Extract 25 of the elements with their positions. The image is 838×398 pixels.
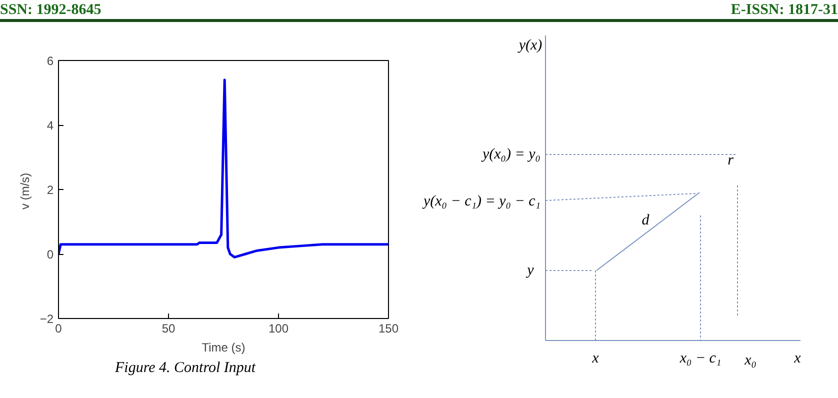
text: E-ISSN: 1817-31 xyxy=(730,1,838,20)
text: r xyxy=(728,152,734,168)
y-axis-title: v (m/s) xyxy=(18,172,32,210)
text: x₀ − c₁ xyxy=(678,350,722,366)
text: y(x₀ − c₁) = y₀ − c₁ xyxy=(421,194,541,210)
text: SSN: 1992-8645 xyxy=(0,1,102,20)
text: x xyxy=(591,350,600,366)
text: d xyxy=(642,212,650,228)
y-tick-label: −2 xyxy=(40,312,54,326)
text: y xyxy=(525,262,534,278)
y-tick-label: 2 xyxy=(46,183,54,197)
y-tick-label: 0 xyxy=(46,248,54,262)
x-tick-label: 150 xyxy=(378,322,399,336)
x-axis-title: Time (s) xyxy=(202,340,246,354)
line-series xyxy=(58,78,388,258)
text: y(x₀) = y₀ xyxy=(480,146,540,162)
x-tick-label: 0 xyxy=(55,322,62,336)
x-tick-label: 50 xyxy=(162,322,176,336)
text: y(x) xyxy=(516,38,542,54)
text: x xyxy=(793,350,802,366)
caption: Figure 4. Control Input xyxy=(114,359,256,378)
text: x₀ xyxy=(744,352,756,368)
y-tick-label: 6 xyxy=(46,54,54,68)
y-tick-label: 4 xyxy=(46,118,54,132)
x-tick-label: 100 xyxy=(268,322,289,336)
